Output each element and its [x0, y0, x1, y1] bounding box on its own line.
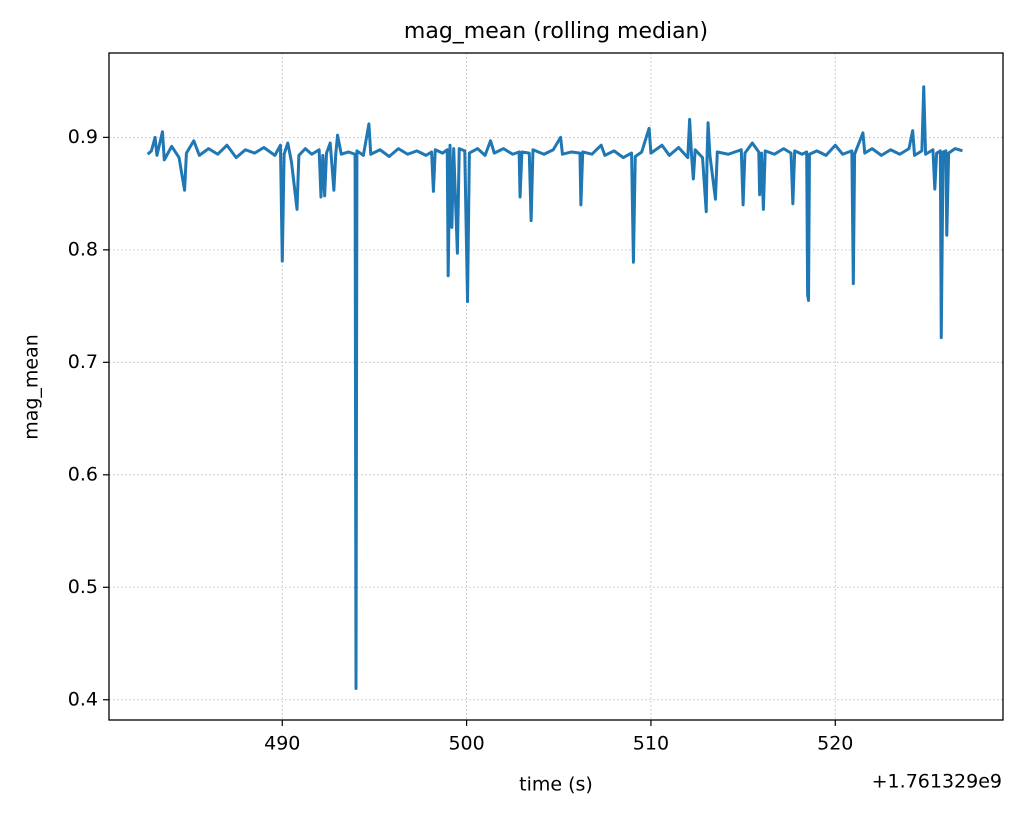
data-line: [146, 85, 963, 691]
y-tick-label: 0.5: [68, 576, 98, 598]
x-offset-text: +1.761329e9: [872, 771, 1002, 793]
chart-title: mag_mean (rolling median): [404, 19, 708, 44]
y-tick-label: 0.7: [68, 351, 98, 373]
x-tick-label: 500: [448, 733, 484, 755]
y-tick-label: 0.9: [68, 126, 98, 148]
x-tick-label: 490: [264, 733, 300, 755]
x-tick-label: 510: [633, 733, 669, 755]
y-tick-label: 0.8: [68, 238, 98, 260]
y-tick-label: 0.4: [68, 688, 98, 710]
y-axis-label: mag_mean: [21, 334, 43, 440]
x-axis-label: time (s): [519, 774, 593, 796]
plot-frame: [108, 52, 1004, 721]
x-tick-label: 520: [817, 733, 853, 755]
y-tick-label: 0.6: [68, 463, 98, 485]
